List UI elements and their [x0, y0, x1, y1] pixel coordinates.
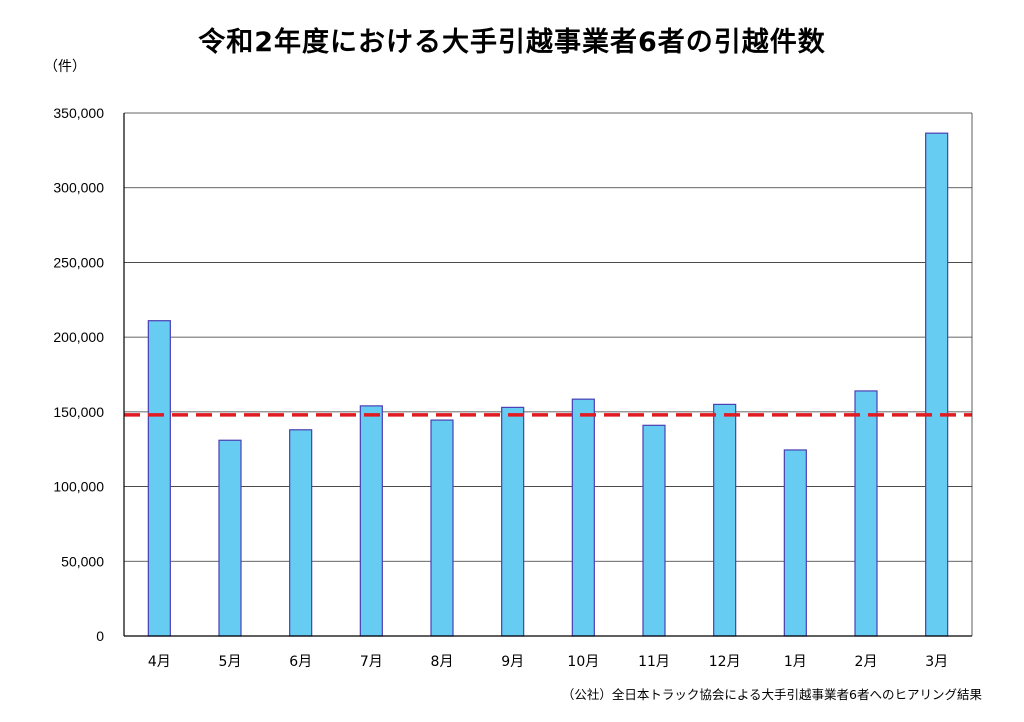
- y-tick-label: 250,000: [53, 254, 104, 270]
- source-note: （公社）全日本トラック協会による大手引越事業者6者へのヒアリング結果: [561, 687, 982, 702]
- y-tick-label: 300,000: [53, 180, 104, 196]
- bar: [571, 398, 595, 637]
- x-tick-label: 12月: [709, 654, 741, 670]
- x-tick-labels: 4月 5月 6月 7月 8月 9月 10月 11月 12月 1月 2月 3月: [148, 654, 948, 670]
- x-tick-label: 11月: [638, 654, 670, 670]
- x-tick-label: 4月: [148, 654, 171, 670]
- x-tick-label: 9月: [501, 654, 524, 670]
- y-tick-label: 50,000: [61, 553, 104, 569]
- x-tick-label: 5月: [219, 654, 242, 670]
- y-tick-label: 150,000: [53, 404, 104, 420]
- plot-frame: [123, 113, 973, 637]
- bar: [430, 419, 454, 637]
- bar: [713, 403, 737, 637]
- x-tick-label: 10月: [567, 654, 599, 670]
- y-tick-label: 0: [96, 628, 104, 644]
- bar: [147, 320, 171, 637]
- y-tick-label: 350,000: [53, 105, 104, 121]
- x-tick-label: 6月: [289, 654, 312, 670]
- bar: [289, 429, 313, 637]
- bars: [147, 132, 949, 637]
- y-tick-labels: 0 50,000 100,000 150,000 200,000 250,000 300,0…: [53, 105, 104, 644]
- bar: [501, 406, 525, 637]
- y-axis-unit: （件）: [44, 59, 86, 75]
- x-tick-label: 8月: [431, 654, 454, 670]
- x-tick-label: 2月: [855, 654, 878, 670]
- bar: [925, 132, 949, 637]
- bar: [359, 405, 383, 637]
- y-tick-label: 100,000: [53, 479, 104, 495]
- gridlines: [124, 112, 972, 562]
- x-tick-label: 7月: [360, 654, 383, 670]
- x-tick-label: 3月: [925, 654, 948, 670]
- bar: [218, 439, 242, 637]
- bar: [642, 424, 666, 637]
- y-tick-label: 200,000: [53, 329, 104, 345]
- bar: [854, 390, 878, 637]
- x-tick-label: 1月: [784, 654, 807, 670]
- chart-title: 令和2年度における大手引越事業者6者の引越件数: [198, 27, 826, 58]
- bar: [783, 449, 807, 637]
